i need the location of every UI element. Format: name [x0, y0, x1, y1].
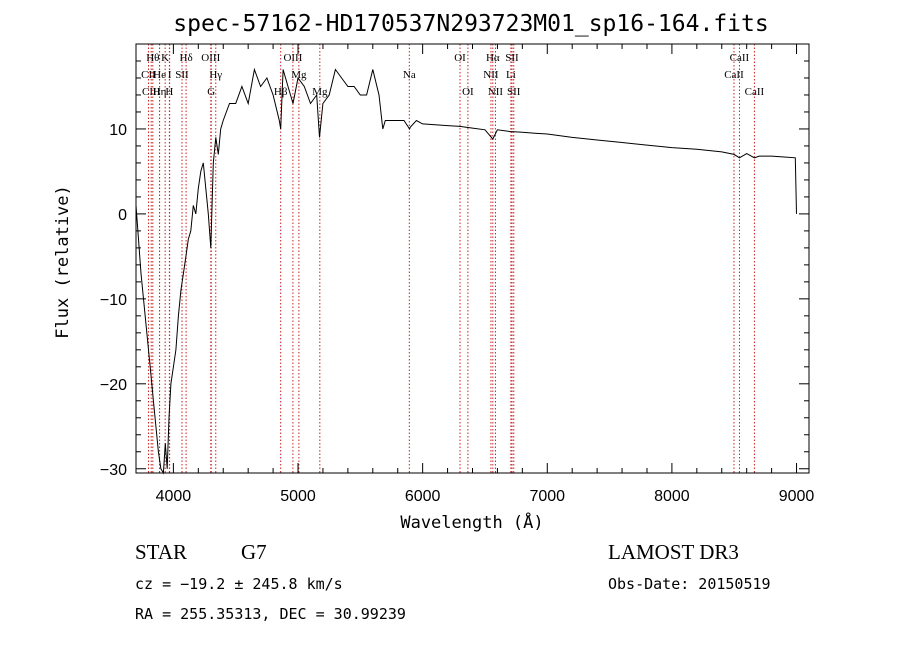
- line-label: CaII: [745, 86, 765, 98]
- line-label: CIII: [142, 86, 161, 98]
- line-label: OI: [454, 52, 466, 64]
- x-tick-label: 5000: [280, 488, 316, 505]
- spectrum-series-line: [135, 67, 797, 475]
- x-tick-label: 8000: [654, 488, 690, 505]
- line-label: H: [165, 86, 173, 98]
- line-label: Mg: [312, 86, 328, 98]
- line-label: CII: [141, 69, 156, 81]
- line-label: I: [168, 69, 172, 81]
- survey-label: LAMOST DR3: [608, 540, 739, 564]
- line-label: SII: [175, 69, 189, 81]
- x-tick-label: 9000: [779, 488, 815, 505]
- line-label: Hα: [486, 52, 500, 64]
- line-label: SII: [505, 52, 519, 64]
- x-axis: 4000 5000 6000 7000 8000 9000: [156, 44, 815, 505]
- x-tick-label: 4000: [156, 488, 192, 505]
- line-label: OI: [462, 86, 474, 98]
- line-label: SII: [507, 86, 521, 98]
- line-label: Hδ: [180, 52, 193, 64]
- star-class-label: STAR: [135, 540, 187, 564]
- chart-title: spec-57162-HD170537N293723M01_sp16-164.f…: [173, 11, 768, 37]
- line-label: NII: [483, 69, 499, 81]
- y-axis-label: Flux (relative): [53, 185, 73, 339]
- y-tick-label: −10: [100, 292, 127, 309]
- coordinates-label: RA = 255.35313, DEC = 30.99239: [135, 605, 406, 623]
- line-label: CaII: [724, 69, 744, 81]
- obs-date-label: Obs-Date: 20150519: [608, 575, 771, 593]
- line-label: K: [161, 52, 169, 64]
- line-label: Hη: [153, 86, 167, 98]
- line-label: Mg: [291, 69, 307, 81]
- redshift-label: cz = −19.2 ± 245.8 km/s: [135, 575, 343, 593]
- star-subclass-label: G7: [241, 540, 267, 564]
- y-tick-label: −20: [100, 377, 127, 394]
- line-label: OIII: [201, 52, 220, 64]
- y-tick-label: −30: [100, 462, 127, 479]
- line-label: Na: [403, 69, 416, 81]
- line-label: Li: [506, 69, 516, 81]
- plot-frame: [135, 43, 810, 474]
- x-axis-label: Wavelength (Å): [400, 511, 543, 533]
- line-label: NII: [488, 86, 504, 98]
- y-axis: 10 0 −10 −20 −30: [100, 43, 809, 479]
- line-label: Hβ: [274, 86, 288, 98]
- line-label: Hθ: [146, 52, 159, 64]
- line-label: CaII: [730, 52, 750, 64]
- line-label: Hγ: [209, 69, 222, 81]
- y-tick-label: 10: [109, 122, 127, 139]
- spectral-line-markers: [147, 44, 755, 473]
- y-tick-label: 0: [118, 207, 127, 224]
- line-label: He: [153, 69, 166, 81]
- x-tick-label: 7000: [529, 488, 565, 505]
- line-label: OIII: [283, 52, 302, 64]
- x-tick-label: 6000: [405, 488, 441, 505]
- line-label: G: [207, 86, 215, 98]
